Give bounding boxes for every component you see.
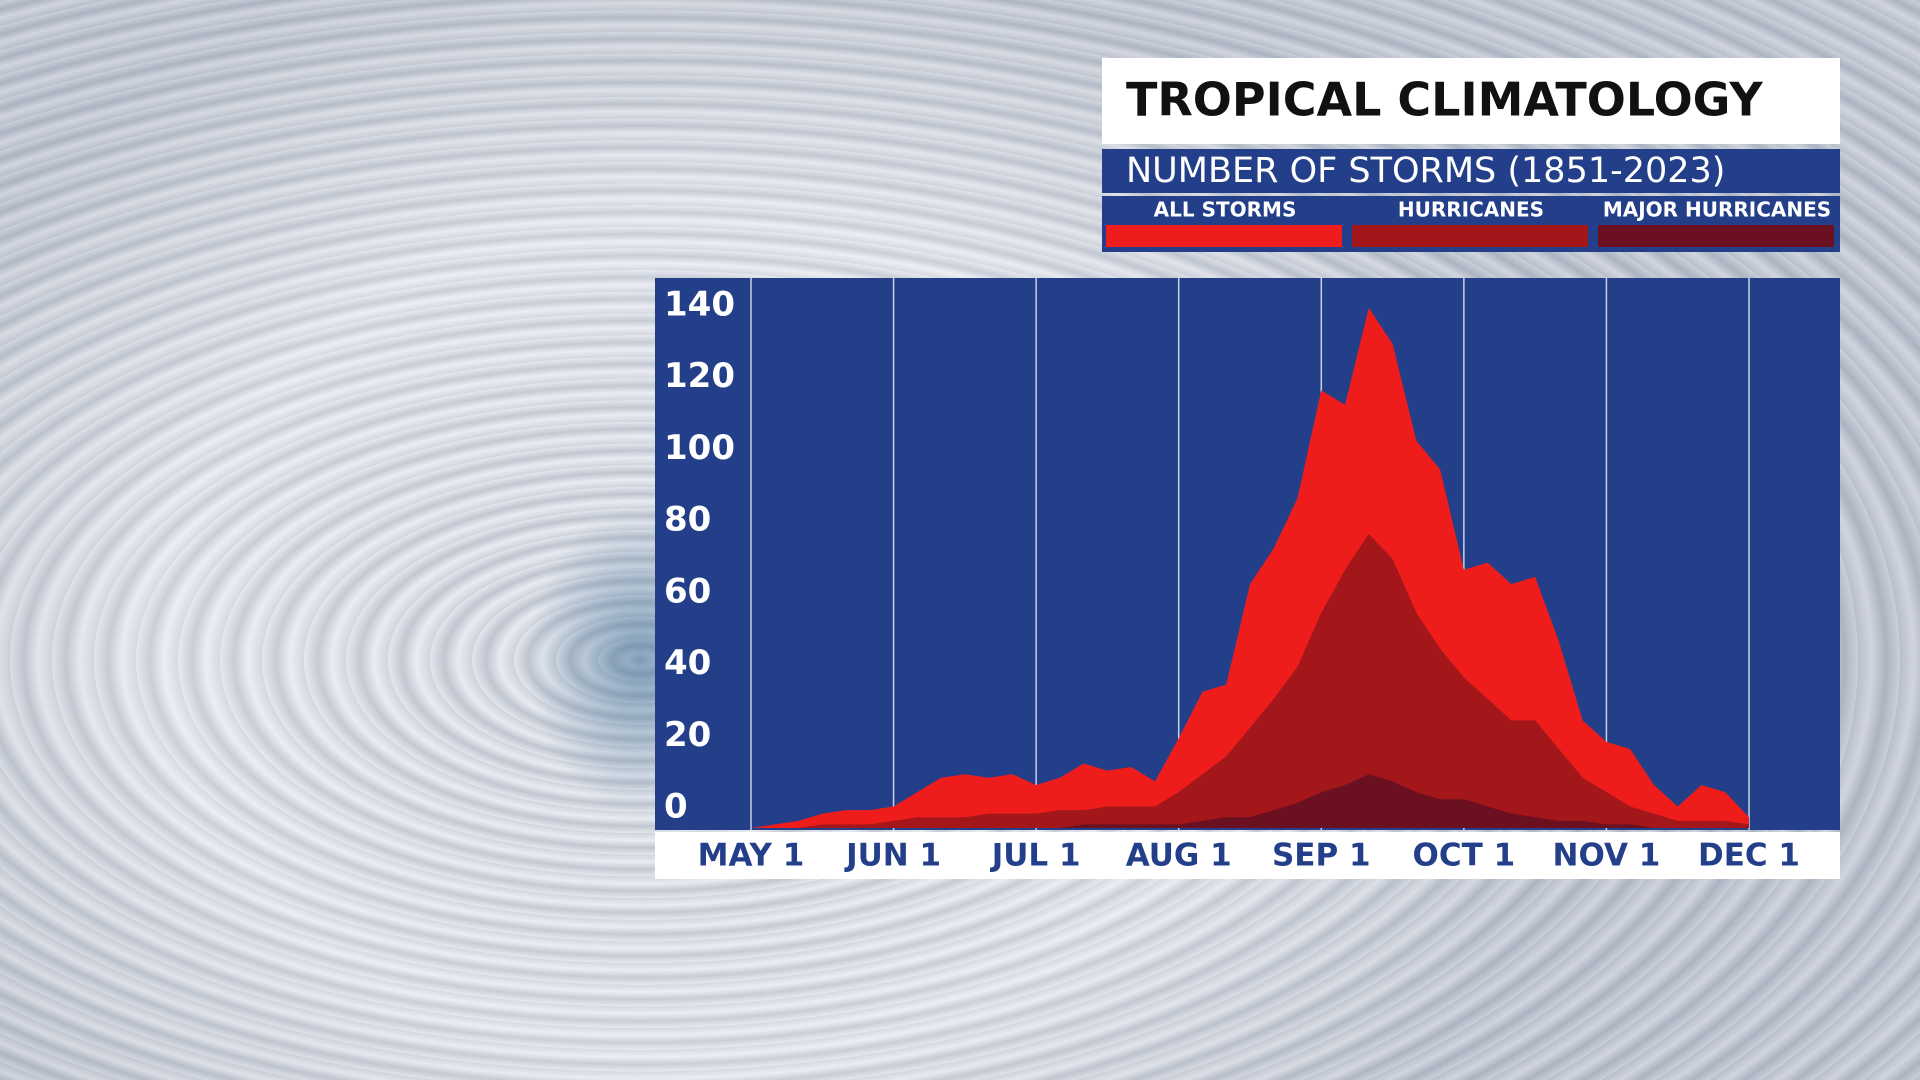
- y-tick-label: 0: [664, 787, 688, 827]
- y-tick-label: 60: [664, 571, 711, 611]
- area: [751, 533, 1749, 828]
- chart-title: TROPICAL CLIMATOLOGY: [1126, 73, 1763, 127]
- chart-subtitle: NUMBER OF STORMS (1851-2023): [1126, 151, 1725, 191]
- y-tick-label: 20: [664, 715, 711, 755]
- legend-swatch: [1106, 225, 1342, 247]
- x-tick-label: JUN 1: [844, 838, 941, 874]
- x-tick-label: NOV 1: [1553, 838, 1661, 874]
- y-tick-label: 40: [664, 643, 711, 683]
- area: [751, 307, 1749, 828]
- area: [751, 774, 1749, 828]
- x-tick-label: SEP 1: [1272, 838, 1371, 874]
- subtitle-bar: [1102, 149, 1840, 193]
- x-tick-label: DEC 1: [1698, 838, 1800, 874]
- legend-label: MAJOR HURRICANES: [1603, 198, 1831, 222]
- x-axis-strip: [655, 832, 1840, 879]
- x-tick-label: AUG 1: [1126, 838, 1232, 874]
- y-tick-label: 120: [664, 356, 735, 396]
- x-tick-label: MAY 1: [698, 838, 805, 874]
- y-tick-label: 80: [664, 500, 711, 540]
- legend-label: ALL STORMS: [1154, 198, 1297, 222]
- x-tick-label: OCT 1: [1413, 838, 1516, 874]
- legend-swatch: [1352, 225, 1588, 247]
- legend-swatch: [1598, 225, 1834, 247]
- y-tick-label: 140: [664, 284, 735, 324]
- y-tick-label: 100: [664, 428, 735, 468]
- legend-label: HURRICANES: [1398, 198, 1544, 222]
- x-tick-label: JUL 1: [990, 838, 1081, 874]
- title-box: [1102, 58, 1840, 144]
